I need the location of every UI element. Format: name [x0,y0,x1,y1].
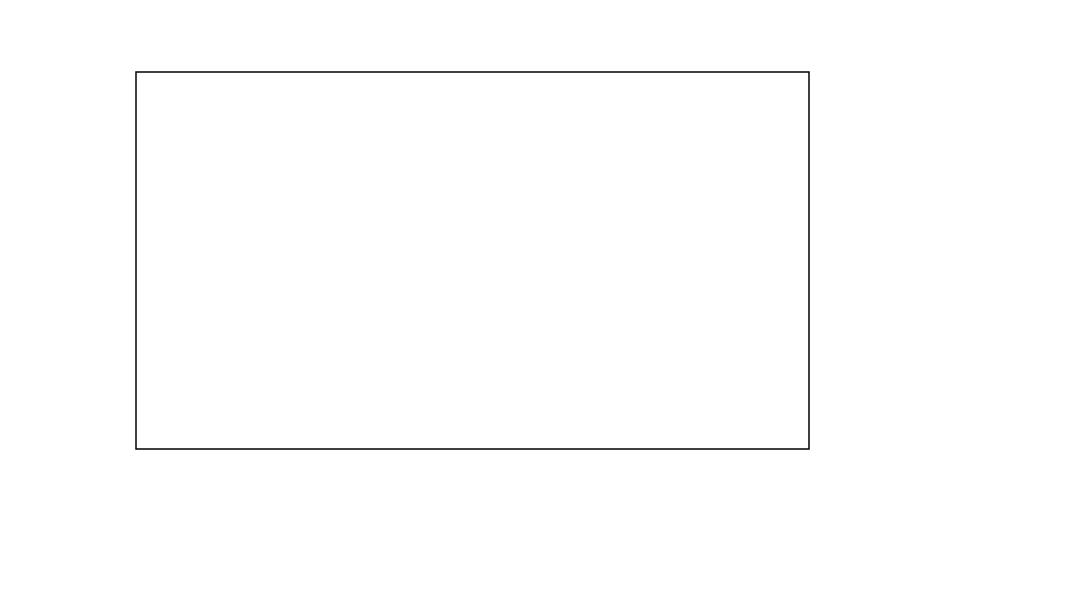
axes-frame [135,71,810,450]
